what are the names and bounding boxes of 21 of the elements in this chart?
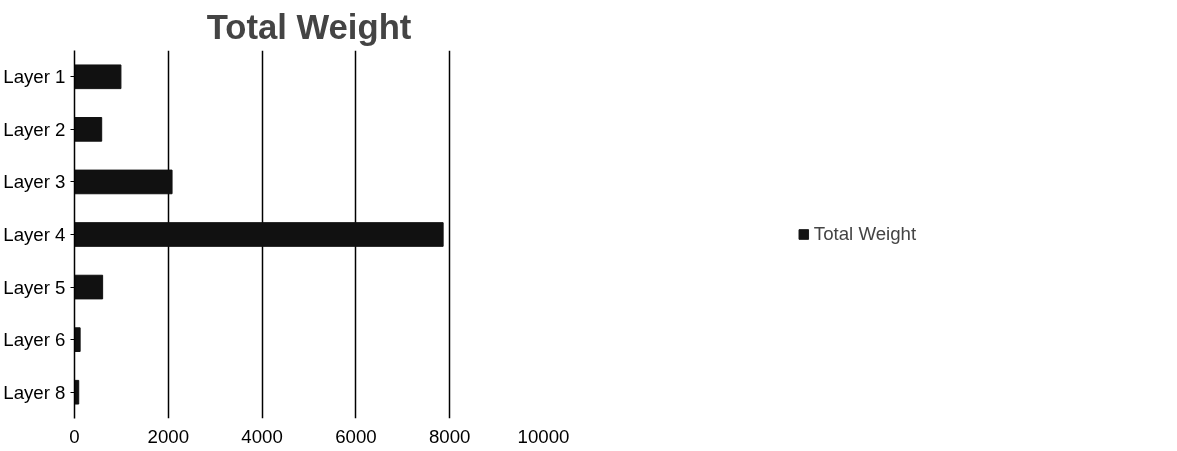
bar xyxy=(74,117,103,142)
y-tick-label: Layer 3 xyxy=(3,171,66,193)
bar xyxy=(74,274,104,300)
x-tick-label: 8000 xyxy=(428,425,471,447)
x-tick-label: 6000 xyxy=(335,425,377,447)
y-tick-label: Layer 8 xyxy=(3,381,66,403)
x-tick-label: 0 xyxy=(69,425,80,447)
bar xyxy=(74,169,173,195)
bar xyxy=(74,222,444,247)
legend-label: Total Weight xyxy=(813,223,917,245)
x-tick-label: 4000 xyxy=(241,425,283,447)
y-tick-label: Layer 5 xyxy=(3,276,66,298)
x-tick-label: 2000 xyxy=(147,425,190,447)
y-tick-label: Layer 6 xyxy=(3,329,66,351)
y-tick-label: Layer 4 xyxy=(3,224,66,245)
y-tick-label: Layer 2 xyxy=(3,118,66,140)
bar xyxy=(74,327,81,352)
bar xyxy=(74,64,122,90)
chart-title: Total Weight xyxy=(206,7,412,46)
y-tick-label: Layer 1 xyxy=(3,66,66,88)
x-tick-label: 10000 xyxy=(517,425,570,447)
